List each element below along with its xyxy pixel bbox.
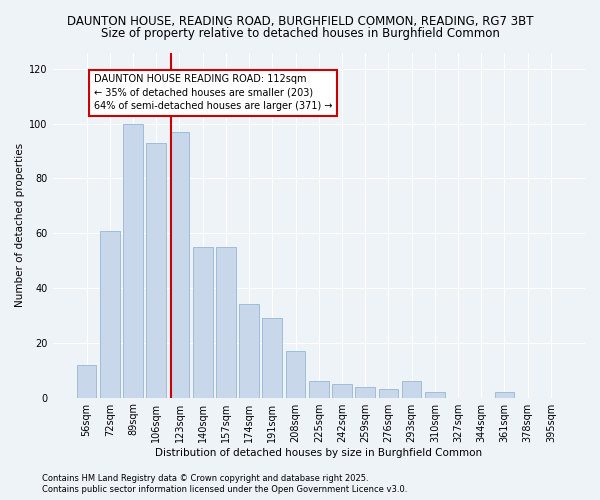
Bar [216, 247, 236, 398]
Bar [494, 392, 514, 398]
Text: Size of property relative to detached houses in Burghfield Common: Size of property relative to detached ho… [101, 28, 499, 40]
Bar [286, 351, 305, 398]
Text: Contains HM Land Registry data © Crown copyright and database right 2025.
Contai: Contains HM Land Registry data © Crown c… [42, 474, 407, 494]
Bar [379, 390, 398, 398]
Y-axis label: Number of detached properties: Number of detached properties [15, 143, 25, 307]
Bar [309, 381, 329, 398]
Bar [146, 143, 166, 398]
Text: DAUNTON HOUSE READING ROAD: 112sqm
← 35% of detached houses are smaller (203)
64: DAUNTON HOUSE READING ROAD: 112sqm ← 35%… [94, 74, 332, 111]
Bar [355, 386, 375, 398]
X-axis label: Distribution of detached houses by size in Burghfield Common: Distribution of detached houses by size … [155, 448, 482, 458]
Bar [425, 392, 445, 398]
Bar [123, 124, 143, 398]
Bar [100, 230, 119, 398]
Bar [77, 364, 97, 398]
Bar [402, 381, 421, 398]
Bar [193, 247, 212, 398]
Bar [262, 318, 282, 398]
Bar [239, 304, 259, 398]
Text: DAUNTON HOUSE, READING ROAD, BURGHFIELD COMMON, READING, RG7 3BT: DAUNTON HOUSE, READING ROAD, BURGHFIELD … [67, 15, 533, 28]
Bar [332, 384, 352, 398]
Bar [170, 132, 190, 398]
